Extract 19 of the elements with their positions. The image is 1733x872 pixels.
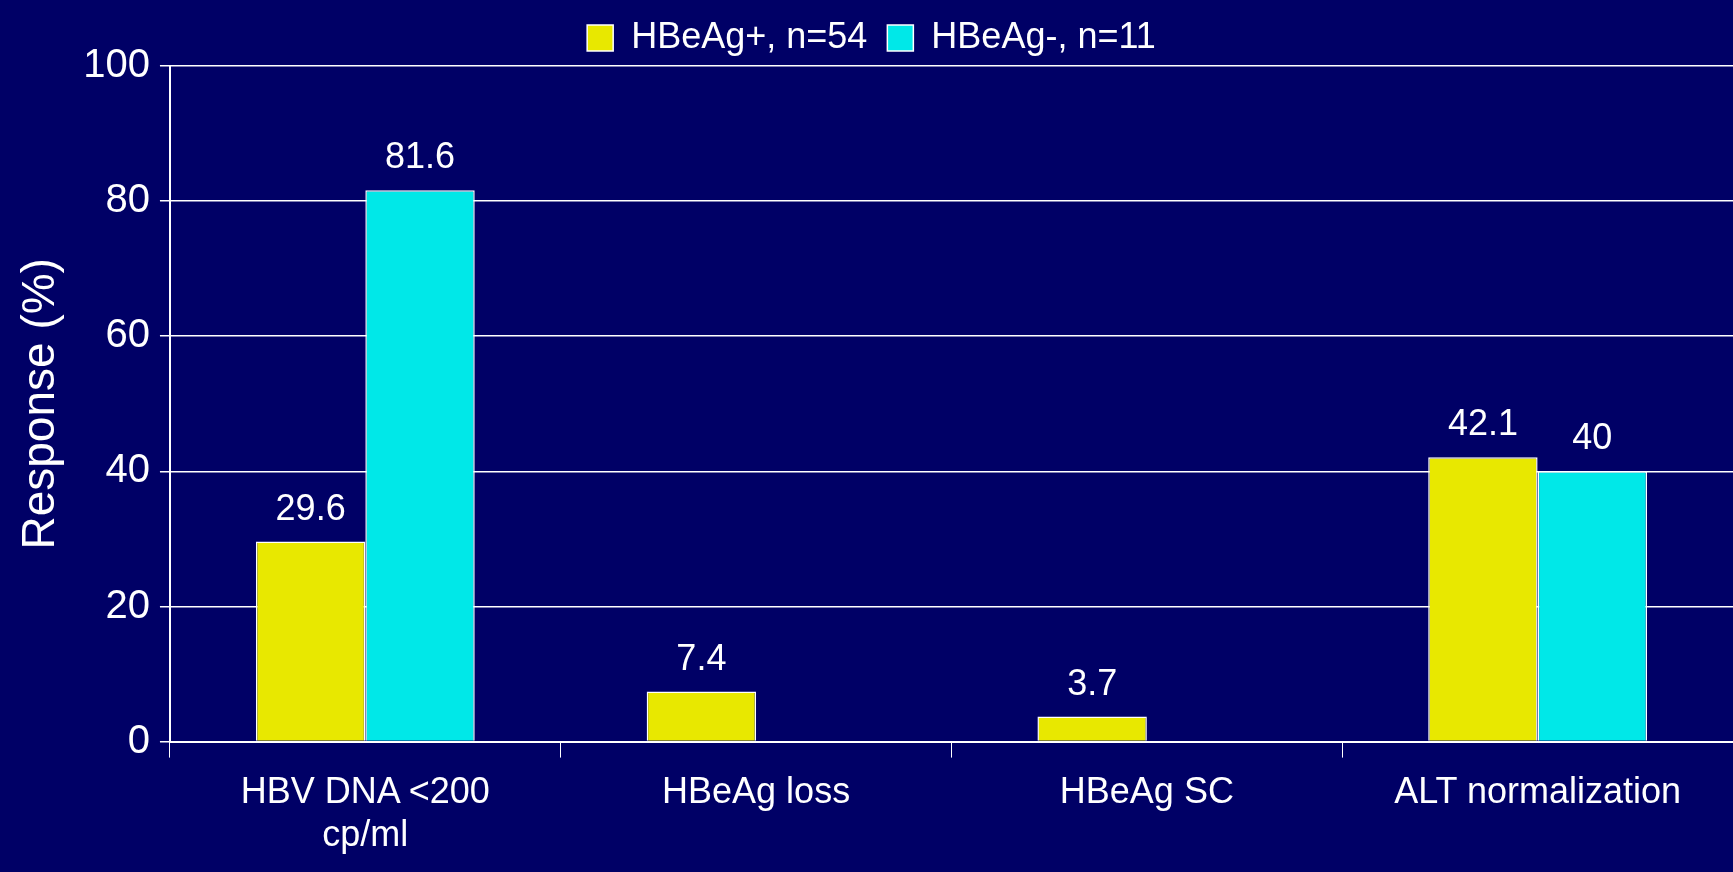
x-tick-label: HBeAg loss xyxy=(662,770,851,812)
y-axis-title: Response (%) xyxy=(12,258,65,550)
y-tick-label: 0 xyxy=(127,716,150,761)
x-tick-label: ALT normalization xyxy=(1394,770,1682,812)
y-tick-label: 20 xyxy=(105,581,150,626)
x-tick-label: HBV DNA <200 cp/ml xyxy=(240,770,490,855)
data-label: 40 xyxy=(1572,416,1613,458)
legend-label: HBeAg-, n=11 xyxy=(931,14,1156,56)
y-tick-label: 80 xyxy=(105,176,150,221)
data-label: 81.6 xyxy=(384,135,456,177)
y-tick-label: 40 xyxy=(105,446,150,491)
x-tick-label: HBeAg SC xyxy=(1059,770,1234,812)
data-label: 42.1 xyxy=(1447,402,1518,444)
data-label: 3.7 xyxy=(1067,661,1118,703)
data-label: 7.4 xyxy=(676,636,727,678)
y-tick-label: 60 xyxy=(105,311,150,356)
y-tick-label: 100 xyxy=(83,41,150,86)
data-label: 29.6 xyxy=(275,486,346,528)
legend-label: HBeAg+, n=54 xyxy=(631,14,868,56)
